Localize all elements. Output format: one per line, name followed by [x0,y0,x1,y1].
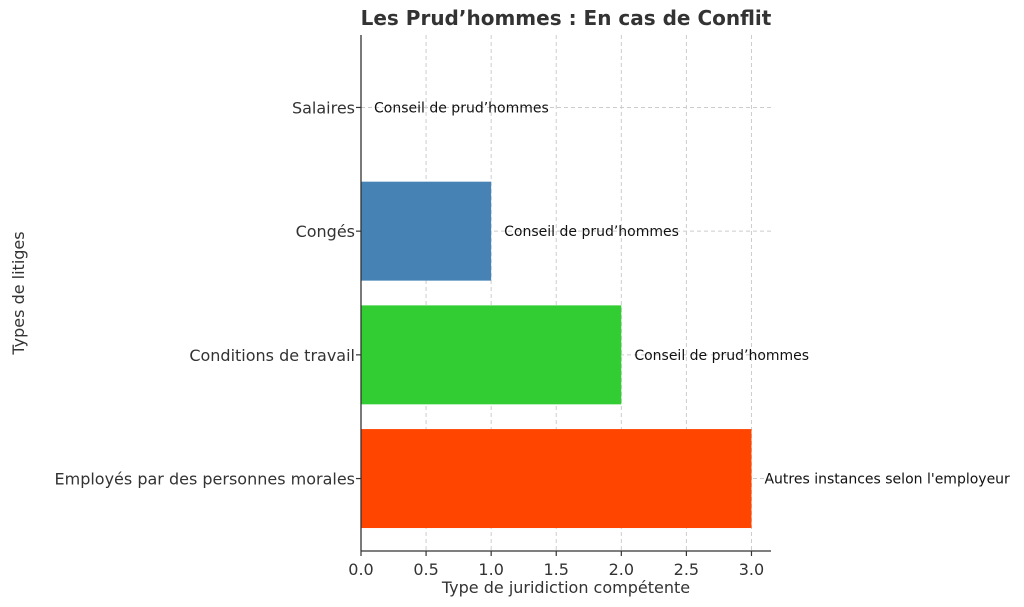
axes-spines [360,35,771,552]
bars [361,181,752,529]
x-tick-label: 0.0 [348,560,373,579]
bar [361,429,752,529]
bar-label: Conseil de prud’hommes [374,100,549,116]
x-tick-label: 1.5 [544,560,569,579]
bar-label: Autres instances selon l'employeur [764,472,1010,488]
bar-labels: Conseil de prud’hommes Conseil de prud’ho… [374,100,1010,487]
bar-label: Conseil de prud’hommes [504,224,679,240]
x-tick-label: 2.0 [609,560,634,579]
bar-label: Conseil de prud’hommes [634,348,809,364]
x-tick-label: 3.0 [739,560,764,579]
chart-title: Les Prud’hommes : En cas de Conflit [361,6,772,30]
x-axis-label: Type de juridiction compétente [441,578,690,597]
y-ticks: Salaires Congés Conditions de travail Emplo… [55,98,361,489]
x-tick-label: 2.5 [674,560,699,579]
y-tick-label: Employés par des personnes morales [55,470,356,489]
x-ticks: 0.0 0.5 1.0 1.5 2.0 2.5 3.0 [348,551,764,579]
x-tick-label: 1.0 [478,560,503,579]
y-axis-label: Types de litiges [9,231,28,355]
y-tick-label: Salaires [292,98,355,117]
y-tick-label: Congés [296,222,355,241]
y-tick-label: Conditions de travail [189,346,355,365]
x-tick-label: 0.5 [413,560,438,579]
bar [361,305,622,405]
bar [361,181,492,281]
